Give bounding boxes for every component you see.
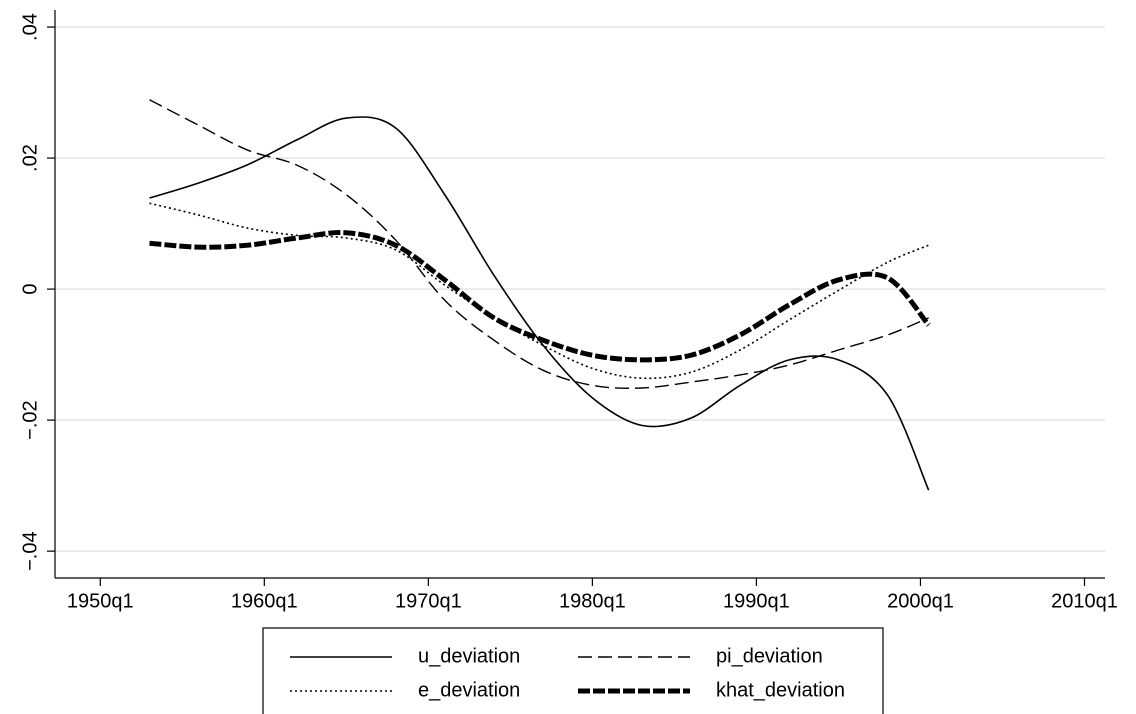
y-tick-label: −.04 — [19, 531, 41, 570]
y-tick-label: 0 — [19, 284, 41, 295]
x-tick-label: 2000q1 — [887, 590, 954, 612]
series-line — [149, 116, 930, 491]
x-tick-label: 1960q1 — [231, 590, 298, 612]
x-tick-label: 1980q1 — [559, 590, 626, 612]
x-tick-label: 1970q1 — [395, 590, 462, 612]
legend-label: pi_deviation — [716, 645, 823, 667]
y-tick-label: .04 — [19, 13, 41, 41]
legend-label: u_deviation — [418, 645, 520, 667]
y-tick-label: −.02 — [19, 400, 41, 439]
series-line — [149, 230, 931, 363]
series-line — [149, 202, 929, 380]
legend-box — [262, 627, 884, 714]
series-line — [149, 99, 929, 389]
x-tick-label: 1990q1 — [723, 590, 790, 612]
x-tick-label: 1950q1 — [67, 590, 134, 612]
x-tick-label: 2010q1 — [1051, 590, 1118, 612]
legend-label: e_deviation — [418, 679, 520, 701]
y-tick-label: .02 — [19, 144, 41, 172]
legend-label: khat_deviation — [716, 679, 845, 701]
